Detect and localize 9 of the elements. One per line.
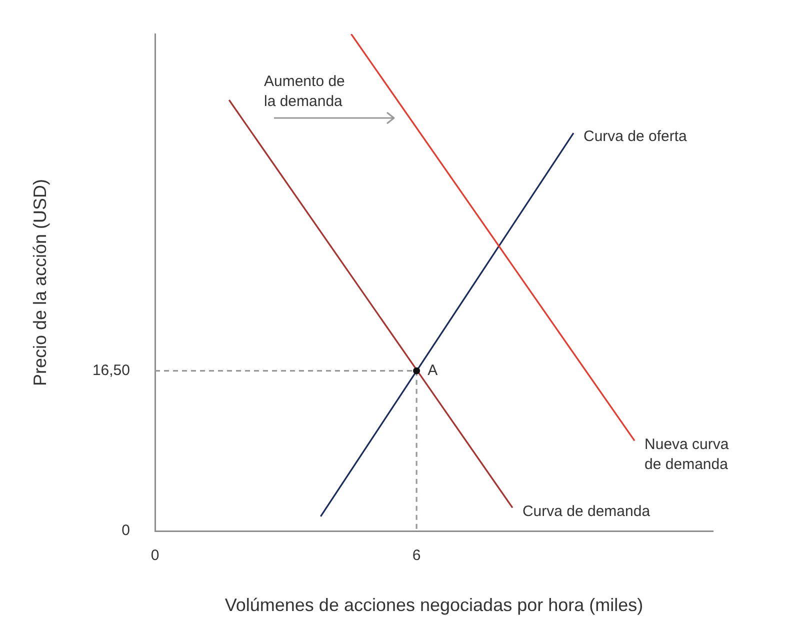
series-label: Nueva curva de demanda [644,434,730,475]
annotation: A [428,360,438,381]
x-tick-label: 6 [412,547,421,564]
series-label: Curva de oferta [584,127,687,147]
y-axis-title: Precio de la acción (USD) [30,178,50,386]
annotation: Aumento de la demanda [264,72,346,112]
series-label: Curva de demanda [522,502,650,522]
y-tick-label: 16,50 [92,362,130,379]
x-axis-title: Volúmenes de acciones negociadas por hora (miles) [224,595,644,616]
